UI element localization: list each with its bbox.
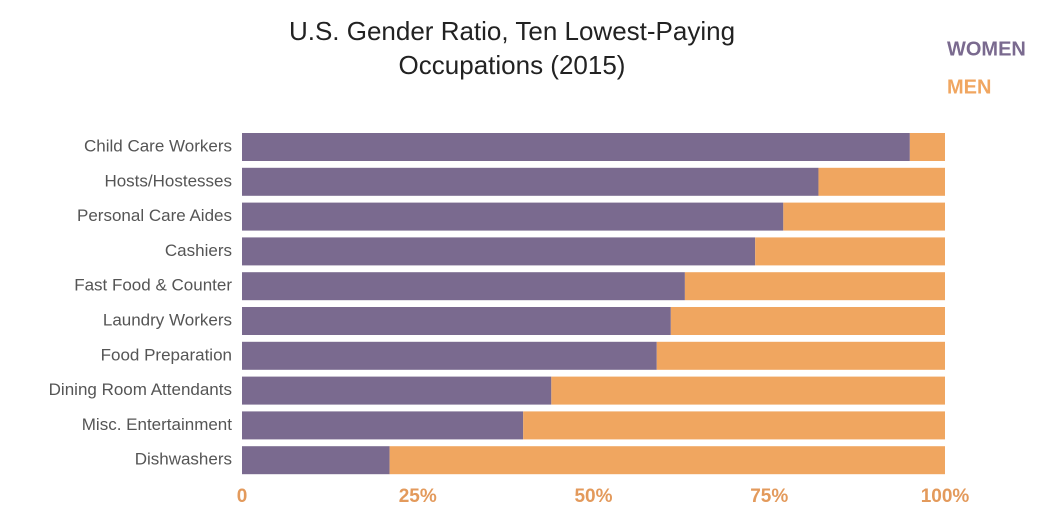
bar-segment	[242, 446, 390, 475]
category-label: Fast Food & Counter	[74, 276, 232, 295]
bar-segment	[242, 237, 756, 266]
chart-title: U.S. Gender Ratio, Ten Lowest-Paying Occ…	[288, 16, 736, 80]
category-label: Personal Care Aides	[77, 206, 232, 225]
bar-segment	[818, 167, 945, 196]
bar-segment	[656, 341, 945, 370]
x-tick-label: 50%	[574, 486, 612, 507]
bar-segment	[670, 307, 945, 335]
bar-segment	[242, 202, 784, 231]
bar-segment	[242, 272, 685, 301]
x-tick-label: 100%	[921, 486, 970, 507]
bar-segment	[684, 272, 945, 301]
bar-segment	[389, 446, 945, 475]
bar-segment	[242, 167, 819, 196]
x-tick-label: 0	[237, 486, 248, 507]
bar-segment	[242, 411, 524, 440]
bar-segment	[242, 376, 552, 405]
bar-segment	[755, 237, 945, 266]
bar-segment	[783, 202, 945, 231]
bar-segment	[242, 133, 910, 161]
x-tick-label: 75%	[750, 486, 788, 507]
category-label: Cashiers	[165, 241, 232, 260]
bar-segment	[242, 307, 671, 335]
legend-label: MEN	[947, 76, 991, 98]
x-tick-label: 25%	[399, 486, 437, 507]
bar-segment	[523, 411, 945, 440]
bar-segment	[909, 133, 945, 161]
category-label: Hosts/Hostesses	[104, 171, 232, 190]
category-label: Laundry Workers	[103, 310, 232, 329]
bar-segment	[242, 341, 657, 370]
category-label: Child Care Workers	[84, 136, 232, 155]
bar-segment	[551, 376, 945, 405]
category-label: Food Preparation	[101, 345, 232, 364]
category-label: Dishwashers	[135, 450, 232, 469]
category-label: Dining Room Attendants	[49, 380, 232, 399]
legend-label: WOMEN	[947, 38, 1026, 60]
category-label: Misc. Entertainment	[82, 415, 232, 434]
